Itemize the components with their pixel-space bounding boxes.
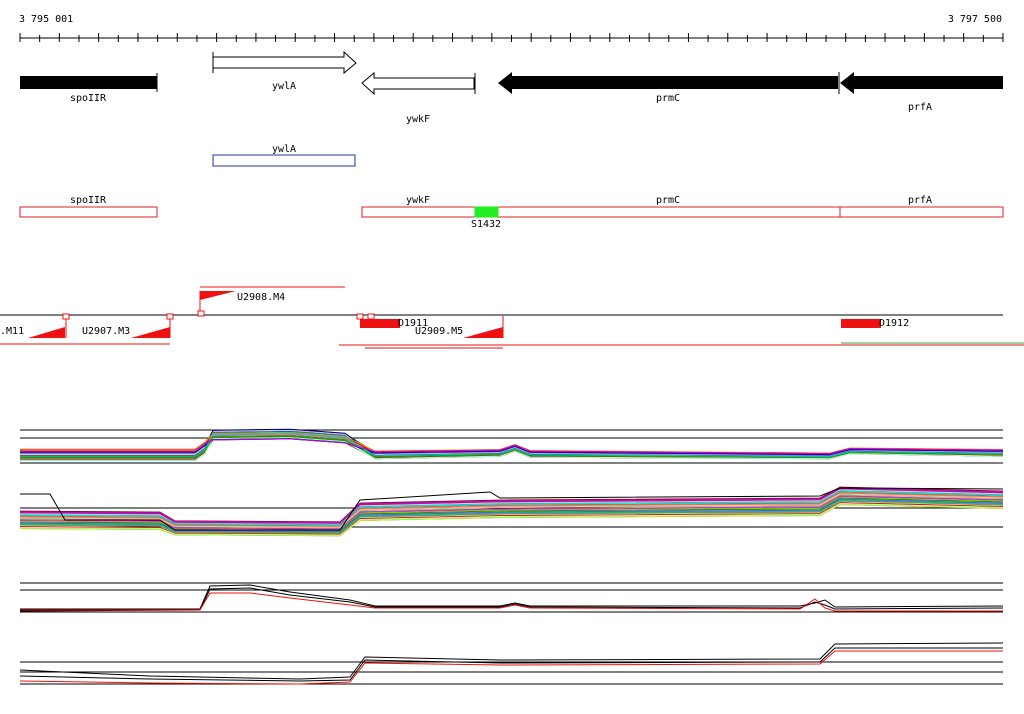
expression-profile	[19, 487, 1004, 523]
expression-profile	[20, 432, 1004, 458]
gene-ywkF[interactable]	[361, 71, 475, 96]
gene-spoIIR[interactable]	[20, 76, 157, 89]
expression-profile	[19, 489, 1004, 525]
transcript-label-prfA: prfA	[907, 195, 933, 206]
segment-label-S1432: S1432	[470, 219, 502, 230]
expression-panel-upper	[20, 429, 1003, 464]
transcript-label-spoIIR: spoIIR	[69, 195, 107, 206]
expression-profile	[19, 491, 1004, 526]
summary-panel-upper	[20, 582, 1003, 613]
feature-label-D1911: D1911	[398, 318, 429, 329]
expression-profile	[19, 497, 1004, 532]
expression-profile	[20, 432, 1004, 457]
ruler	[19, 33, 1004, 42]
expression-profile	[19, 493, 1004, 528]
feature-U2909-triangle[interactable]	[463, 327, 503, 338]
feature-D1911[interactable]	[360, 319, 400, 328]
feature-U2907-triangle[interactable]	[131, 327, 170, 338]
gene-label-ywkF: ywkF	[405, 114, 431, 125]
cds-label-ywlA: ywlA	[271, 144, 297, 155]
transcript-prmC[interactable]	[497, 206, 841, 218]
cds-ywlA[interactable]	[212, 154, 356, 167]
expression-profile	[19, 502, 1004, 535]
expression-profile-outlier	[20, 487, 1004, 531]
gene-track	[20, 50, 1003, 96]
gene-prfA[interactable]	[840, 72, 1003, 94]
expression-profile	[19, 500, 1004, 534]
gene-label-prmC: prmC	[655, 93, 681, 104]
gene-label-prfA: prfA	[907, 102, 933, 113]
expression-profile	[19, 492, 1004, 528]
gene-prmC[interactable]	[498, 72, 838, 94]
gene-ywlA[interactable]	[212, 50, 357, 75]
summary-lines-2	[19, 642, 1004, 685]
feature-label-D1912: D1912	[879, 318, 910, 329]
feature-D1912[interactable]	[841, 319, 881, 328]
expression-profile	[19, 499, 1004, 534]
gene-label-spoIIR: spoIIR	[69, 93, 107, 104]
expression-profile	[20, 437, 1004, 461]
transcript-label-ywkF: ywkF	[405, 195, 431, 206]
start-coordinate: 3 795 001	[19, 14, 74, 25]
summary-lines-1	[19, 584, 1004, 612]
feature-M11-triangle[interactable]	[28, 327, 65, 338]
feature-U2908-triangle[interactable]	[200, 291, 236, 300]
transcript-label-prmC: prmC	[655, 195, 681, 206]
gene-label-ywlA: ywlA	[271, 81, 297, 92]
feature-label-U2909: U2909.M5	[415, 326, 464, 337]
expression-profile	[19, 502, 1004, 536]
summary-panel-lower	[20, 661, 1003, 685]
expression-profile	[19, 490, 1004, 526]
feature-label-U2908: U2908.M4	[237, 292, 286, 303]
expression-profile	[20, 438, 1004, 456]
feature-track	[0, 286, 1024, 349]
expression-profile	[19, 498, 1004, 533]
expression-lines-1	[20, 428, 1004, 461]
expression-lines-2	[19, 486, 1004, 537]
transcript-spoIIR[interactable]	[19, 206, 158, 218]
expression-profile	[20, 438, 1004, 455]
expression-profile	[19, 503, 1004, 537]
end-coordinate: 3 797 500	[947, 14, 1002, 25]
expression-profile	[19, 491, 1004, 527]
feature-label-U2907: U2907.M3	[82, 326, 131, 337]
segment-S1432[interactable]	[474, 206, 499, 218]
feature-label-M11: 5.M11	[0, 326, 25, 337]
transcript-ywkF[interactable]	[361, 206, 476, 218]
transcript-prfA[interactable]	[839, 206, 1004, 218]
expression-profile	[20, 435, 1004, 458]
transcript-track	[19, 206, 1004, 218]
expression-profile	[19, 488, 1004, 524]
